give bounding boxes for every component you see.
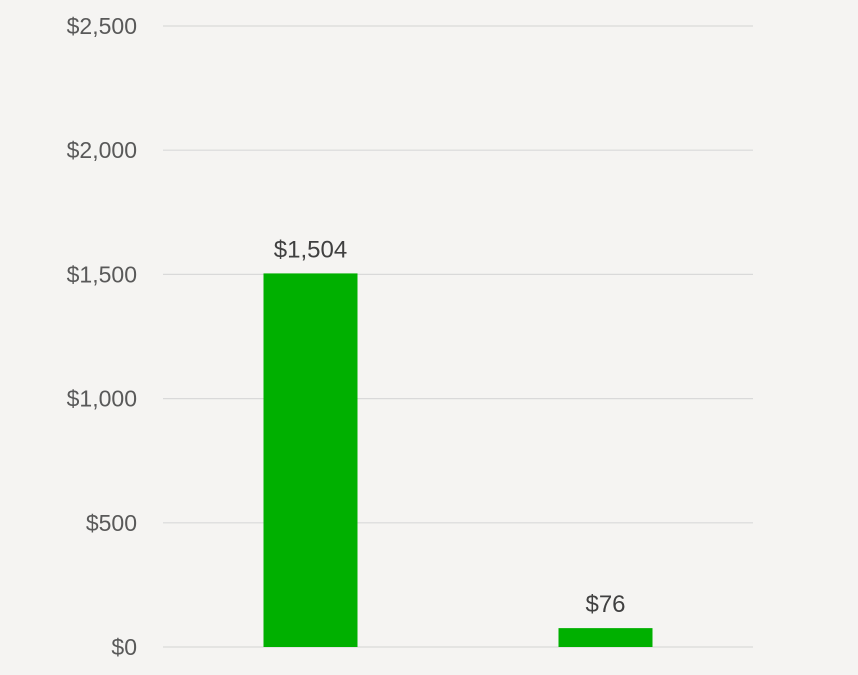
data-label-0: $1,504 [274, 236, 347, 263]
y-tick-label-3: $1,500 [67, 261, 137, 287]
bars [263, 273, 653, 647]
y-tick-label-0: $0 [111, 634, 137, 660]
y-tick-label-5: $2,500 [67, 13, 137, 39]
bar-1 [558, 628, 653, 647]
y-tick-label-4: $2,000 [67, 137, 137, 163]
bar-0 [263, 273, 358, 647]
y-tick-label-1: $500 [86, 510, 137, 536]
data-labels: $1,504 $76 [274, 236, 626, 618]
gridlines [163, 25, 753, 648]
y-axis-tick-labels: $0 $500 $1,000 $1,500 $2,000 $2,500 [67, 13, 137, 660]
data-label-1: $76 [585, 591, 625, 618]
y-tick-label-2: $1,000 [67, 386, 137, 412]
